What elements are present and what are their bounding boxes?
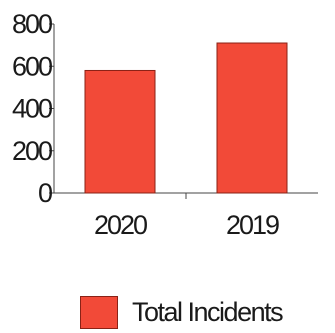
- y-tick-label: 0: [38, 178, 52, 208]
- x-axis: 2020 2019: [54, 193, 318, 240]
- bar-2019: [217, 43, 287, 193]
- bar-chart: 0 200 400 600 800 2020 2019: [0, 0, 335, 290]
- y-tick-label: 600: [12, 51, 52, 81]
- y-axis: 0 200 400 600 800: [12, 9, 54, 208]
- legend-label: Total Incidents: [132, 297, 282, 328]
- legend: Total Incidents: [80, 291, 282, 333]
- x-tick-label: 2019: [226, 210, 279, 240]
- y-tick-label: 800: [12, 9, 52, 39]
- y-tick-label: 200: [12, 136, 52, 166]
- bars: [85, 43, 287, 193]
- bar-2020: [85, 70, 155, 193]
- legend-swatch: [80, 296, 118, 329]
- y-tick-label: 400: [12, 94, 52, 124]
- x-tick-label: 2020: [94, 210, 147, 240]
